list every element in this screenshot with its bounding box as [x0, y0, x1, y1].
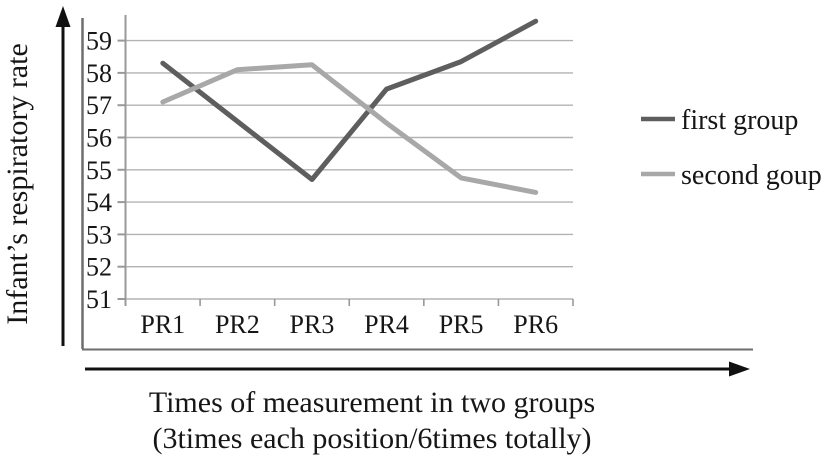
x-category-label: PR2 [215, 310, 260, 339]
x-category-labels: PR1 PR2 PR3 PR4 PR5 PR6 [140, 310, 558, 339]
legend-item-second-group: second goup [641, 160, 822, 191]
x-category-label: PR3 [290, 310, 335, 339]
y-axis-ticks: 51 52 53 54 55 56 57 58 59 [86, 27, 126, 314]
y-tick-label: 57 [86, 91, 112, 120]
y-axis-title: Infant’s respiratory rate [1, 43, 34, 325]
legend-label-first-group: first group [681, 105, 798, 136]
y-tick-label: 51 [86, 285, 112, 314]
y-axis-arrowhead [55, 6, 71, 27]
y-tick-label: 54 [86, 188, 112, 217]
x-axis-title-line1: Times of measurement in two groups [149, 386, 595, 419]
legend-label-second-group: second goup [681, 160, 822, 191]
y-tick-label: 53 [86, 220, 112, 249]
y-axis-arrow [55, 6, 71, 346]
y-tick-label: 52 [86, 253, 112, 282]
x-axis-ticks [124, 299, 574, 306]
x-category-label: PR6 [513, 310, 558, 339]
series-line-first-group [160, 18, 539, 182]
legend-item-first-group: first group [641, 105, 798, 136]
x-axis-arrow [85, 361, 750, 377]
x-category-label: PR5 [439, 310, 484, 339]
x-category-label: PR1 [140, 310, 185, 339]
x-category-label: PR4 [364, 310, 409, 339]
series-line-second-goup [160, 62, 539, 195]
y-tick-label: 56 [86, 124, 112, 153]
x-axis-arrowhead [729, 361, 750, 377]
legend: first group second goup [641, 105, 822, 191]
y-tick-label: 58 [86, 59, 112, 88]
y-tick-label: 59 [86, 27, 112, 56]
series-lines [160, 18, 539, 195]
y-tick-label: 55 [86, 156, 112, 185]
gridlines [125, 39, 573, 300]
x-axis-title-line2: (3times each position/6times totally) [152, 422, 591, 455]
